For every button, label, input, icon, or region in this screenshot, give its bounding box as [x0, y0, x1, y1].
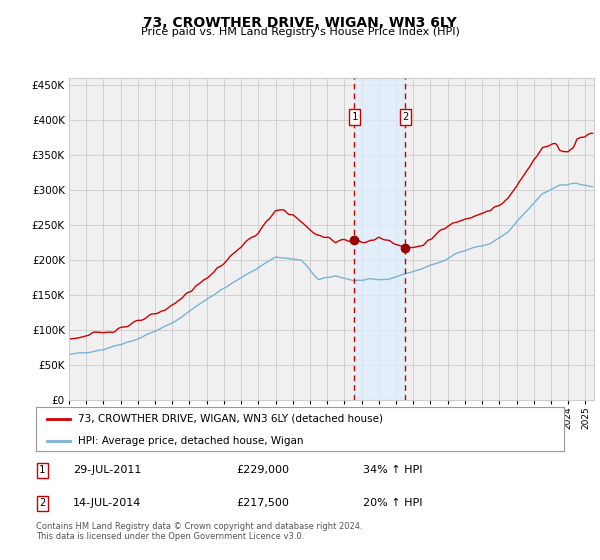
Text: 1: 1: [39, 465, 46, 475]
Text: Contains HM Land Registry data © Crown copyright and database right 2024.
This d: Contains HM Land Registry data © Crown c…: [36, 522, 362, 542]
Text: 2: 2: [39, 498, 46, 508]
Text: 73, CROWTHER DRIVE, WIGAN, WN3 6LY: 73, CROWTHER DRIVE, WIGAN, WN3 6LY: [143, 16, 457, 30]
Text: 14-JUL-2014: 14-JUL-2014: [73, 498, 142, 508]
Text: HPI: Average price, detached house, Wigan: HPI: Average price, detached house, Wiga…: [78, 436, 304, 446]
Text: £217,500: £217,500: [236, 498, 290, 508]
Text: 29-JUL-2011: 29-JUL-2011: [73, 465, 142, 475]
Bar: [355, 78, 406, 400]
Text: 73, CROWTHER DRIVE, WIGAN, WN3 6LY (detached house): 73, CROWTHER DRIVE, WIGAN, WN3 6LY (deta…: [78, 414, 383, 424]
Text: £229,000: £229,000: [236, 465, 290, 475]
Text: 1: 1: [351, 112, 358, 122]
Text: 20% ↑ HPI: 20% ↑ HPI: [364, 498, 423, 508]
Text: Price paid vs. HM Land Registry's House Price Index (HPI): Price paid vs. HM Land Registry's House …: [140, 27, 460, 37]
Text: 34% ↑ HPI: 34% ↑ HPI: [364, 465, 423, 475]
Text: 2: 2: [402, 112, 409, 122]
